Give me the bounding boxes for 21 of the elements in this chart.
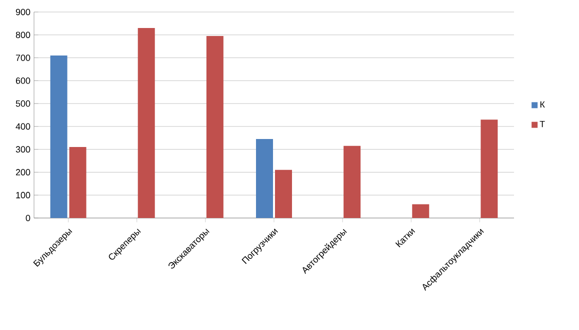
y-tick-label: 300 bbox=[16, 146, 30, 153]
y-tick-label: 500 bbox=[16, 100, 30, 107]
y-tick-label: 0 bbox=[26, 214, 30, 222]
bar bbox=[256, 139, 274, 218]
y-tick-label: 600 bbox=[16, 77, 30, 84]
legend-label: Т bbox=[540, 120, 545, 128]
y-tick-label: 900 bbox=[16, 8, 30, 16]
y-tick-label: 800 bbox=[16, 32, 30, 38]
bar bbox=[69, 147, 86, 218]
y-tick-label: 400 bbox=[16, 123, 30, 130]
y-tick-label: 100 bbox=[16, 192, 30, 198]
bar bbox=[206, 36, 224, 218]
bar bbox=[480, 120, 498, 218]
bar bbox=[274, 170, 292, 218]
bar bbox=[138, 28, 155, 218]
bar bbox=[412, 204, 430, 218]
y-tick-label: 200 bbox=[16, 169, 30, 176]
legend-label: К bbox=[540, 101, 545, 108]
y-tick-label: 700 bbox=[16, 54, 30, 61]
bar bbox=[50, 55, 68, 218]
bar bbox=[344, 146, 361, 218]
